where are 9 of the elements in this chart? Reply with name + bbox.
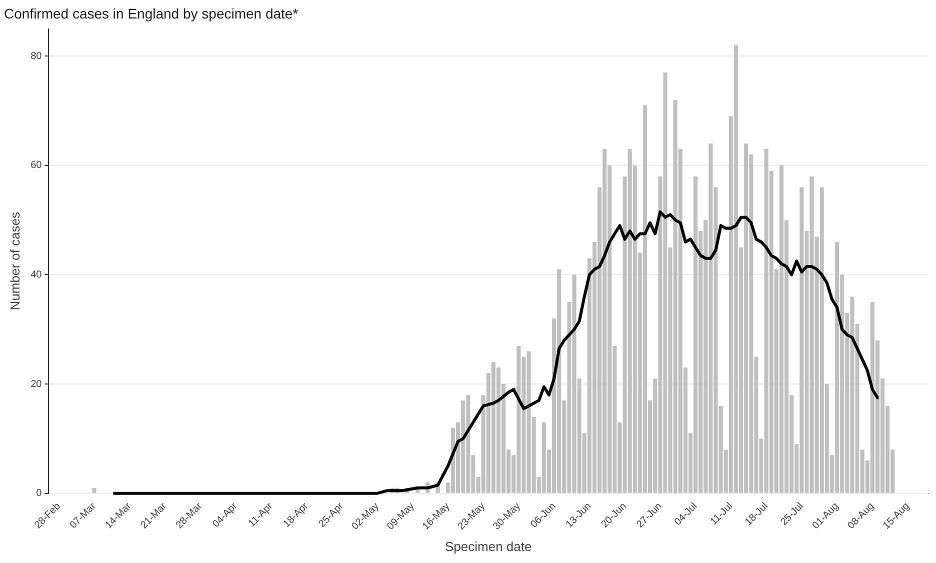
y-tick-label: 60 (30, 160, 42, 172)
y-tick-label: 20 (30, 378, 42, 390)
y-tick-label: 0 (36, 488, 42, 500)
y-tick-label: 40 (30, 269, 42, 280)
chart-title: Confirmed cases in England by specimen date* (4, 5, 299, 22)
x-axis-title: Specimen date (444, 538, 532, 554)
y-axis-title: Number of cases (7, 211, 22, 310)
y-tick-label: 80 (30, 50, 42, 62)
bar (92, 488, 96, 493)
